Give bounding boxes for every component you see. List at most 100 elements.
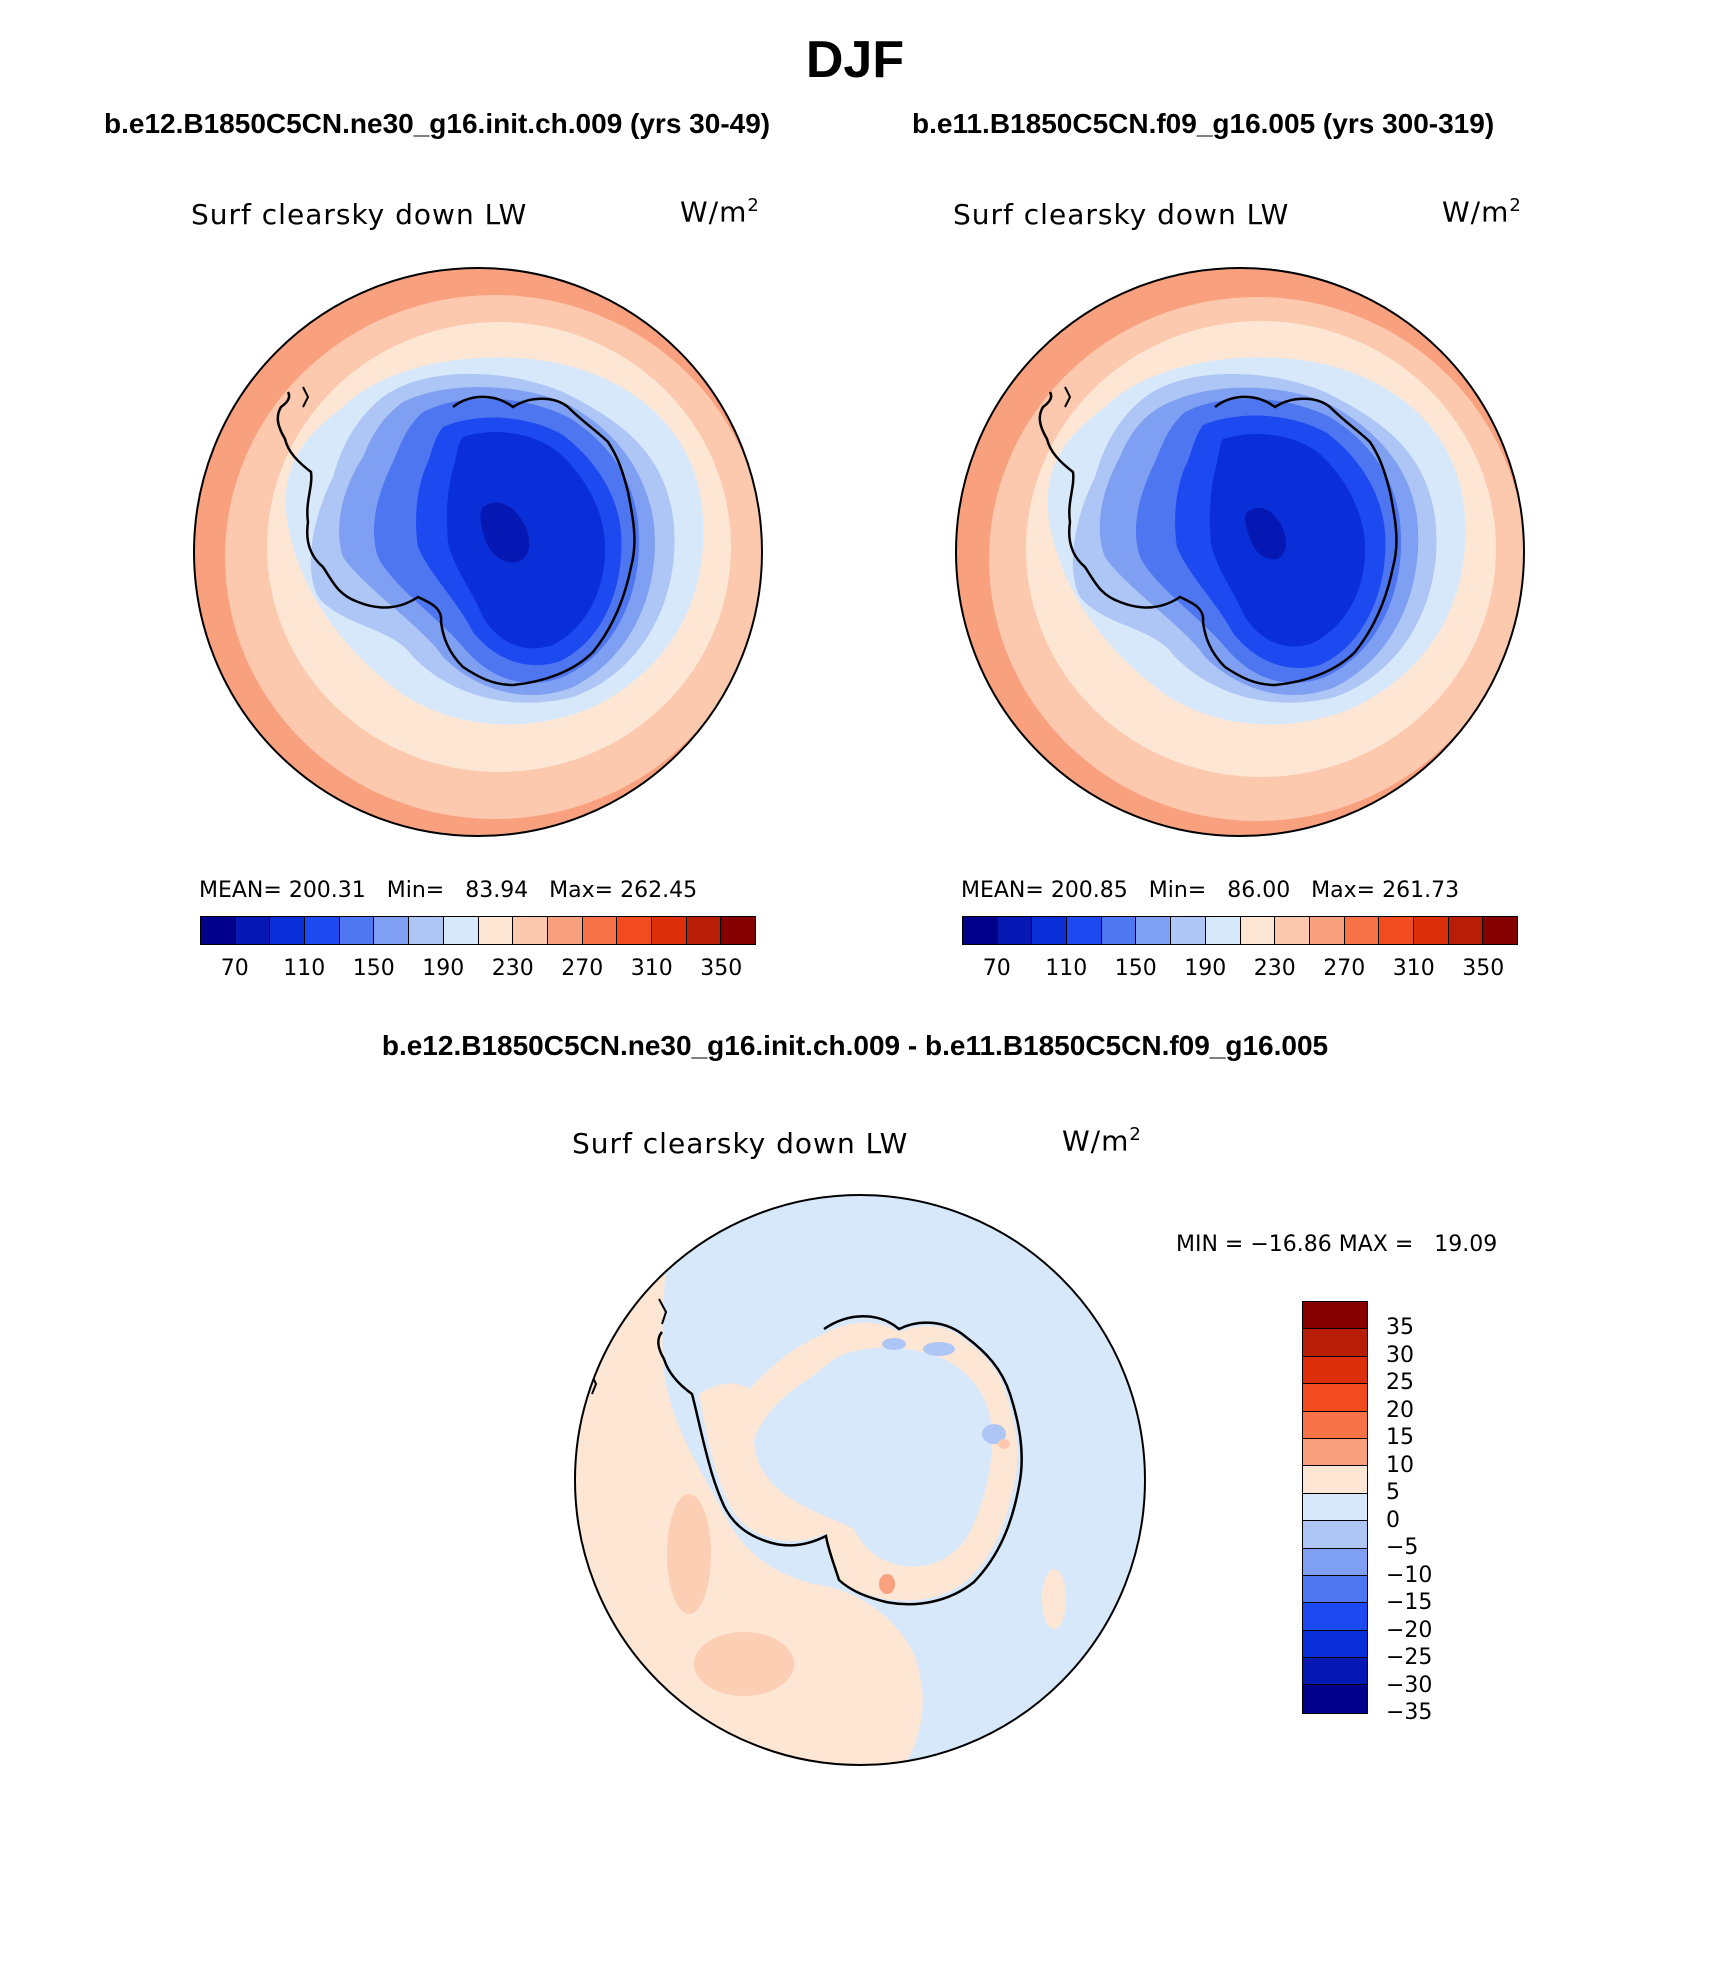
colorbar-tick-label: 230 <box>1253 956 1296 981</box>
diff-colorbar-labels: 35 30 25 20 15 10 5 0 −5 −10 −15 −20 −25 −30 −35 <box>1386 1301 1506 1725</box>
colorbar-swatch <box>1240 917 1276 944</box>
colorbar-tick-label: 270 <box>1323 956 1366 981</box>
colorbar-tick-label: 70 <box>220 956 249 981</box>
left-polar-map <box>193 267 763 837</box>
colorbar-swatch <box>1448 917 1484 944</box>
colorbar-swatch <box>1275 917 1310 944</box>
diff-minmax: MIN = −16.86 MAX = 19.09 <box>1176 1232 1498 1257</box>
diff-variable-name: Surf clearsky down LW <box>572 1127 909 1160</box>
colorbar-swatch <box>1303 1384 1367 1412</box>
right-colorbar-labels: 70 110 150 190 230 270 310 350 <box>962 956 1518 986</box>
colorbar-swatch <box>1303 1466 1367 1494</box>
colorbar-tick-label: 35 <box>1386 1315 1414 1341</box>
colorbar-swatch <box>409 917 444 944</box>
diff-case-title: b.e12.B1850C5CN.ne30_g16.init.ch.009 - b… <box>381 1030 1329 1061</box>
coastline <box>1038 391 1398 687</box>
colorbar-tick-label: 0 <box>1386 1507 1400 1533</box>
diff-units-sup: 2 <box>1129 1124 1142 1145</box>
map-band <box>1209 434 1366 647</box>
diff-colorbar-cells <box>1302 1301 1368 1714</box>
colorbar-swatch <box>1303 1575 1367 1604</box>
colorbar-swatch <box>997 917 1033 944</box>
right-units-text: W/m <box>1442 195 1510 229</box>
diff-blob <box>998 1439 1010 1449</box>
colorbar-swatch <box>305 917 340 944</box>
colorbar-tick-label: 110 <box>1045 956 1088 981</box>
diff-blob <box>879 1574 895 1594</box>
colorbar-swatch <box>478 917 514 944</box>
left-units-sup: 2 <box>747 195 760 216</box>
colorbar-tick-label: 350 <box>1462 956 1505 981</box>
main-title: DJF <box>805 31 905 89</box>
colorbar-swatch <box>1303 1548 1367 1576</box>
colorbar-swatch <box>1303 1658 1367 1686</box>
colorbar-tick-label: 150 <box>352 956 395 981</box>
colorbar-tick-label: 15 <box>1386 1425 1414 1451</box>
colorbar-swatch <box>443 917 479 944</box>
colorbar-swatch <box>1344 917 1380 944</box>
left-case-title: b.e12.B1850C5CN.ne30_g16.init.ch.009 (yr… <box>104 108 771 139</box>
colorbar-tick-label: −30 <box>1386 1672 1433 1698</box>
diff-blob <box>923 1342 955 1356</box>
right-colorbar <box>962 916 1518 945</box>
right-units-sup: 2 <box>1509 195 1522 216</box>
map-band <box>1245 508 1286 560</box>
diff-units-text: W/m <box>1062 1124 1130 1158</box>
colorbar-swatch <box>686 917 722 944</box>
colorbar-swatch <box>1303 1329 1367 1357</box>
colorbar-swatch <box>1309 917 1345 944</box>
colorbar-swatch <box>513 917 548 944</box>
colorbar-tick-label: −35 <box>1386 1700 1433 1725</box>
left-units: W/m2 <box>680 195 760 228</box>
colorbar-swatch <box>1413 917 1449 944</box>
colorbar-swatch <box>339 917 375 944</box>
colorbar-swatch <box>582 917 618 944</box>
colorbar-tick-label: 5 <box>1386 1480 1400 1506</box>
colorbar-swatch <box>1379 917 1414 944</box>
colorbar-swatch <box>235 917 271 944</box>
colorbar-swatch <box>1303 1356 1367 1385</box>
left-colorbar-labels: 70 110 150 190 230 270 310 350 <box>200 956 756 986</box>
colorbar-tick-label: 310 <box>1392 956 1435 981</box>
colorbar-tick-label: −5 <box>1386 1535 1419 1561</box>
colorbar-tick-label: 350 <box>700 956 743 981</box>
colorbar-swatch <box>1303 1685 1367 1713</box>
colorbar-tick-label: −20 <box>1386 1617 1433 1643</box>
right-colorbar-cells <box>962 916 1518 945</box>
colorbar-swatch <box>1067 917 1102 944</box>
map-band <box>480 502 530 563</box>
colorbar-tick-label: 310 <box>630 956 673 981</box>
diff-blob <box>882 1338 906 1350</box>
diff-field-positive <box>575 1195 923 1765</box>
colorbar-swatch <box>1483 917 1517 944</box>
colorbar-tick-label: 30 <box>1386 1342 1414 1368</box>
colorbar-swatch <box>617 917 652 944</box>
colorbar-swatch <box>721 917 755 944</box>
colorbar-tick-label: 110 <box>283 956 326 981</box>
colorbar-tick-label: −25 <box>1386 1645 1433 1671</box>
colorbar-tick-label: 270 <box>561 956 604 981</box>
colorbar-swatch <box>1101 917 1137 944</box>
colorbar-swatch <box>1303 1630 1367 1659</box>
left-colorbar <box>200 916 756 945</box>
colorbar-swatch <box>201 917 236 944</box>
map-border <box>193 267 763 837</box>
map-border <box>574 1194 1146 1766</box>
colorbar-swatch <box>1303 1302 1367 1330</box>
map-border <box>955 267 1525 837</box>
left-stats: MEAN= 200.31 Min= 83.94 Max= 262.45 <box>199 878 698 903</box>
colorbar-swatch <box>1032 917 1068 944</box>
colorbar-tick-label: 190 <box>422 956 465 981</box>
colorbar-swatch <box>374 917 410 944</box>
colorbar-swatch <box>1303 1493 1367 1522</box>
coastline <box>276 391 636 687</box>
colorbar-tick-label: 150 <box>1114 956 1157 981</box>
diff-units: W/m2 <box>1062 1124 1142 1157</box>
diff-blob <box>1042 1569 1066 1629</box>
colorbar-swatch <box>963 917 998 944</box>
right-polar-map <box>955 267 1525 837</box>
colorbar-swatch <box>1303 1603 1367 1631</box>
colorbar-tick-label: 230 <box>491 956 534 981</box>
colorbar-tick-label: −15 <box>1386 1590 1433 1616</box>
diff-colorbar <box>1302 1301 1368 1714</box>
